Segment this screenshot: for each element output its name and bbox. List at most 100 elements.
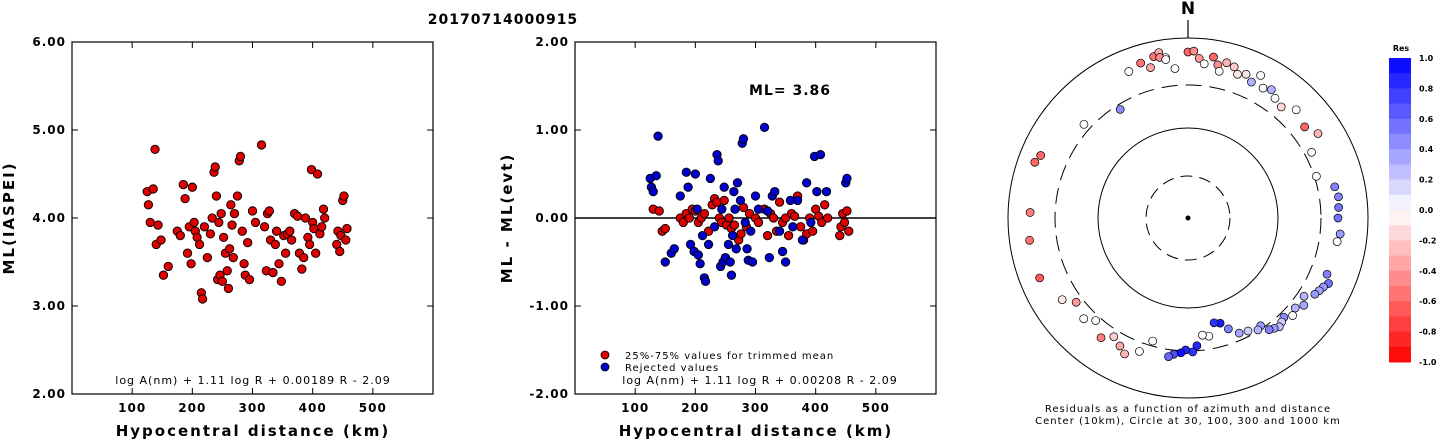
y-tick-label: -1.00	[529, 299, 569, 313]
data-point	[777, 246, 788, 257]
data-point	[821, 186, 832, 197]
data-point	[693, 250, 703, 260]
station-point	[1030, 157, 1040, 167]
data-point	[237, 226, 247, 236]
colorbar-tick-label: 0.2	[1419, 176, 1433, 185]
data-point	[274, 259, 284, 269]
colorbar-tick-label: 0.8	[1419, 84, 1434, 93]
y-tick-label: 0.00	[535, 211, 569, 225]
data-point	[717, 204, 727, 214]
station-point	[1189, 46, 1199, 56]
station-point	[1332, 237, 1342, 246]
data-point	[216, 208, 226, 219]
station-point	[1247, 77, 1256, 87]
data-point	[699, 208, 710, 219]
ml-value-label: ML= 3.86	[749, 83, 831, 99]
data-point	[227, 220, 237, 230]
station-point	[1199, 59, 1209, 69]
station-point	[1109, 332, 1119, 342]
data-point	[153, 220, 163, 230]
colorbar-cell	[1389, 88, 1411, 105]
colorbar-tick-label: -1.0	[1419, 358, 1437, 367]
data-point	[218, 232, 229, 243]
data-point	[723, 239, 734, 250]
station-point	[1307, 147, 1316, 157]
data-point	[228, 252, 238, 263]
data-point	[186, 259, 196, 269]
station-point	[1091, 316, 1101, 325]
x-tick-label: 300	[741, 401, 769, 415]
data-point	[178, 179, 188, 190]
colorbar-tick-label: 1.0	[1419, 54, 1434, 63]
station-point	[1120, 349, 1129, 359]
station-point	[1310, 289, 1320, 299]
data-point	[797, 235, 808, 245]
station-point	[1057, 295, 1067, 305]
data-point	[224, 244, 235, 254]
colorbar-title: Res	[1393, 44, 1410, 53]
data-point	[806, 217, 816, 228]
data-point	[681, 167, 691, 177]
station-point	[1164, 352, 1173, 361]
data-point	[762, 230, 773, 241]
data-point	[762, 206, 773, 216]
station-point	[1124, 67, 1134, 76]
data-point	[690, 169, 700, 179]
data-point	[692, 204, 702, 214]
data-point	[312, 169, 323, 179]
station-point	[1322, 269, 1332, 279]
data-point	[709, 222, 720, 232]
data-point	[217, 276, 228, 287]
data-point	[732, 178, 743, 188]
data-point	[210, 162, 220, 172]
data-point	[705, 173, 716, 184]
data-point	[747, 257, 758, 267]
station-point	[1096, 333, 1106, 343]
data-point	[648, 186, 658, 197]
ring-1000km	[1007, 37, 1369, 399]
station-point	[1025, 208, 1035, 217]
station-point	[1224, 324, 1233, 334]
data-point	[180, 193, 190, 204]
data-point	[801, 178, 812, 188]
data-point	[820, 200, 830, 210]
station-point	[1170, 64, 1180, 73]
data-point	[823, 213, 833, 223]
station-point	[1243, 326, 1253, 336]
data-point	[764, 252, 774, 263]
data-point	[768, 213, 779, 223]
legend-red-marker	[600, 350, 610, 360]
x-tick-label: 400	[299, 401, 327, 415]
colorbar-cell	[1389, 73, 1411, 89]
event-title: 20170714000915	[428, 12, 578, 28]
data-point	[700, 276, 711, 287]
x-tick-label: 500	[862, 401, 890, 415]
ring-30km	[1145, 175, 1231, 261]
data-point	[795, 222, 806, 232]
colorbar-tick-label: -0.4	[1419, 267, 1437, 276]
legend-red-label: 25%-75% values for trimmed mean	[625, 351, 834, 362]
data-point	[276, 276, 287, 287]
station-point	[1256, 71, 1265, 80]
data-point	[285, 226, 295, 236]
y-tick-label: 4.00	[32, 211, 66, 225]
station-point	[1333, 213, 1343, 223]
data-point	[812, 186, 822, 197]
data-point	[280, 248, 291, 258]
data-point	[774, 197, 785, 207]
data-point	[727, 230, 738, 241]
data-point	[207, 213, 217, 223]
colorbar-cell	[1389, 179, 1411, 196]
station-point	[1115, 105, 1125, 114]
station-point	[1176, 348, 1186, 358]
data-point	[286, 235, 297, 245]
colorbar-cell	[1389, 240, 1411, 257]
station-point	[1334, 203, 1343, 212]
ring-300km	[1054, 84, 1322, 352]
data-point	[259, 222, 270, 232]
data-point	[740, 217, 750, 228]
colorbar-cell	[1389, 225, 1411, 241]
station-point	[1313, 129, 1323, 138]
data-point	[729, 186, 739, 197]
